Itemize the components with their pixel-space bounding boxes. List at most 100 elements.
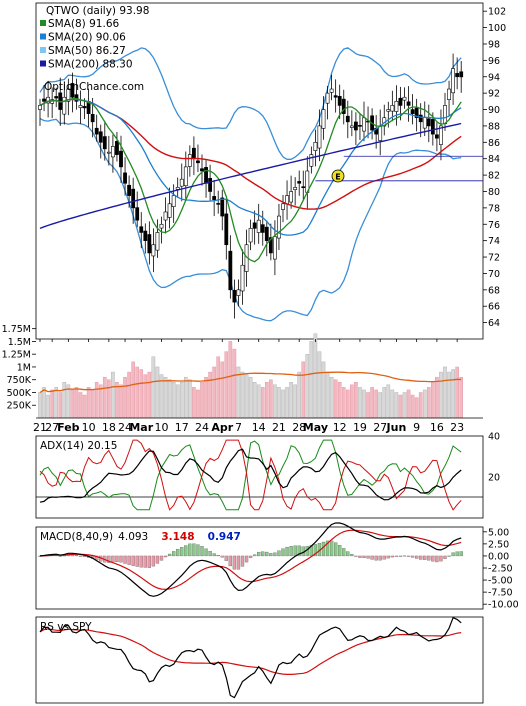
x-tick-label: 23 xyxy=(450,421,464,434)
volume-bar xyxy=(358,387,362,419)
price-tick-label: 100 xyxy=(488,23,506,34)
volume-tick-label: 500K xyxy=(7,388,32,399)
x-tick-label: Feb xyxy=(57,421,80,434)
bollinger-bands xyxy=(39,47,462,322)
candle xyxy=(179,163,184,202)
price-tick-label: 88 xyxy=(488,121,500,132)
rs-average-line xyxy=(39,628,462,675)
macd-tick-label: 0.00 xyxy=(488,551,509,562)
candle xyxy=(38,98,42,126)
adx-line xyxy=(39,448,462,503)
macd-hist-bar xyxy=(252,554,257,557)
volume-bar xyxy=(435,376,439,419)
candle xyxy=(447,80,451,116)
x-tick-label: Jun xyxy=(386,421,407,434)
macd-hist-bar xyxy=(414,555,419,559)
candle xyxy=(204,160,208,198)
volume-bar xyxy=(333,379,338,419)
volume-bar xyxy=(309,341,314,419)
macd-hist-bar xyxy=(176,549,180,557)
volume-bar xyxy=(362,389,366,419)
candle xyxy=(106,135,111,166)
price-tick-label: 102 xyxy=(488,7,506,18)
macd-hist-bar xyxy=(406,555,411,557)
volume-bar xyxy=(188,379,192,419)
macd-hist-bar xyxy=(257,551,261,557)
price-tick-label: 72 xyxy=(488,253,500,264)
price-tick-label: 82 xyxy=(488,171,500,182)
macd-hist-bar xyxy=(297,545,301,557)
candle xyxy=(264,220,269,257)
macd-hist-bar xyxy=(455,551,459,557)
volume-bar xyxy=(123,376,127,419)
volume-bar xyxy=(260,387,265,419)
candle xyxy=(159,216,164,244)
volume-bar xyxy=(325,371,330,419)
macd-hist-bar xyxy=(277,550,281,557)
macd-hist-bar xyxy=(431,555,435,562)
rs-line xyxy=(39,616,462,699)
candle xyxy=(268,223,273,261)
volume-bar xyxy=(151,356,156,419)
macd-hist-bar xyxy=(338,545,342,557)
macd-hist-bar xyxy=(78,555,83,557)
macd-hist-bar xyxy=(398,555,403,557)
sma200-line xyxy=(39,122,462,230)
macd-hist-bar xyxy=(382,555,386,560)
volume-bar xyxy=(220,361,225,419)
volume-bar xyxy=(175,384,180,419)
volume-bar xyxy=(212,366,216,419)
macd-hist-bar xyxy=(74,555,79,557)
legend-entry: SMA(200) 88.30 xyxy=(48,59,133,71)
volume-bar xyxy=(451,369,455,419)
candle xyxy=(46,80,51,118)
volume-bar xyxy=(155,366,160,419)
volume-bar xyxy=(459,376,464,419)
x-tick-label: Apr xyxy=(211,421,233,434)
macd-hist-bar xyxy=(123,555,127,564)
macd-line xyxy=(39,522,462,597)
candle xyxy=(236,279,241,307)
macd-hist-bar xyxy=(281,548,285,557)
volume-bar xyxy=(301,361,306,419)
volume-bars xyxy=(38,333,464,419)
macd-hist-bar xyxy=(342,548,346,557)
candle xyxy=(394,85,399,126)
macd-hist-bar xyxy=(439,555,443,562)
x-tick-label: 17 xyxy=(175,421,189,434)
macd-hist-bar xyxy=(82,555,87,557)
macd-hist-bar xyxy=(329,540,334,557)
volume-bar xyxy=(74,387,79,419)
volume-bar xyxy=(455,366,459,419)
macd-hist-bar xyxy=(362,555,366,558)
adx-tick-label: 20 xyxy=(488,473,500,484)
volume-bar xyxy=(321,361,326,419)
macd-axis-ticks: 5.002.500.00 -2.50-5.00-7.50-10.00 xyxy=(483,527,519,611)
price-tick-label: 84 xyxy=(488,154,500,165)
price-tick-label: 74 xyxy=(488,236,500,247)
volume-bar xyxy=(402,392,407,419)
volume-bar xyxy=(248,376,253,419)
macd-hist-bar xyxy=(127,555,131,565)
candle xyxy=(443,92,447,131)
macd-hist-bar xyxy=(188,543,192,557)
candle xyxy=(62,81,67,125)
volume-bar xyxy=(374,389,378,419)
macd-hist-bar xyxy=(232,555,237,570)
volume-bar xyxy=(38,392,42,419)
volume-bar xyxy=(46,394,50,419)
volume-bar xyxy=(422,389,427,419)
x-tick-label: 21 xyxy=(33,421,47,434)
x-tick-label: 27 xyxy=(45,421,59,434)
price-tick-label: 66 xyxy=(488,302,500,313)
volume-bar xyxy=(341,387,346,419)
legend-entry: SMA(50) 86.27 xyxy=(48,45,126,57)
volume-bar xyxy=(42,387,46,419)
candle xyxy=(293,177,298,206)
macd-hist-bar xyxy=(325,540,330,557)
price-legend: QTWO (daily) 93.98 SMA(8) 91.66 SMA(20) 9… xyxy=(40,5,149,93)
volume-bar xyxy=(252,382,257,419)
macd-hist-bar xyxy=(143,555,147,568)
